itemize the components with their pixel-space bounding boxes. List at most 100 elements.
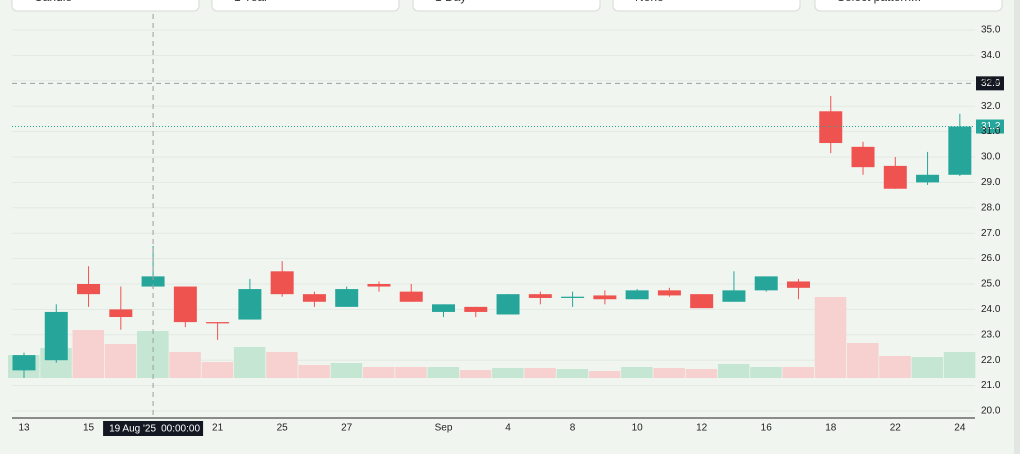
price-label: 32.9: [981, 78, 1001, 89]
dropdown[interactable]: [612, 0, 801, 12]
volume-bar: [814, 297, 847, 378]
dropdown-label: 1 Year: [234, 0, 268, 4]
y-tick-label: 21.0: [981, 380, 1001, 391]
y-tick-label: 34.0: [981, 50, 1001, 61]
candle-body: [432, 304, 456, 312]
y-tick-label: 31.0: [981, 126, 1001, 137]
candle-body: [464, 306, 488, 312]
x-tick-label: 18: [825, 423, 837, 434]
volume-bar: [266, 352, 298, 378]
axes: 20.0 21.0 22.0 23.0 24.0 25.0 26.0 27.0 28.0 29.0…: [18, 25, 1000, 434]
volume-bar: [492, 368, 524, 378]
price-label: 31.2: [981, 121, 1001, 132]
candle-body: [270, 271, 294, 295]
candle-body: [786, 281, 810, 288]
x-tick-label: 13: [18, 423, 30, 434]
dropdown[interactable]: [11, 0, 200, 12]
y-tick-label: 30.0: [981, 152, 1001, 163]
scrollbar: [1014, 0, 1020, 454]
grid: [12, 29, 975, 412]
candle-body: [528, 294, 552, 298]
volume-bar: [427, 367, 460, 378]
x-tick-label: 24: [954, 423, 966, 434]
x-tick-label: 15: [83, 423, 95, 434]
volume-bar: [72, 330, 105, 378]
volume-bar: [879, 356, 911, 378]
candle-body: [173, 286, 197, 323]
candle-body: [399, 291, 423, 302]
dropdown-label: None: [635, 0, 664, 4]
crosshair-time: 00:00:00: [161, 424, 200, 435]
y-tick-label: 33.0: [981, 75, 1001, 86]
volume-bar: [943, 352, 976, 378]
dropdown[interactable]: [814, 0, 1003, 12]
candle-body: [141, 276, 165, 287]
x-tick-label: 21: [212, 423, 224, 434]
candle-body: [916, 174, 940, 183]
candle-body: [44, 311, 68, 361]
candle-body: [302, 294, 326, 302]
candle-body: [948, 126, 972, 175]
y-tick-label: 29.0: [981, 177, 1001, 188]
volume-bar: [169, 352, 201, 378]
volume-bar: [201, 362, 234, 378]
x-tick-label: 12: [696, 423, 708, 434]
crosshair-date: 19 Aug '25: [109, 424, 156, 435]
candle-body: [496, 294, 520, 315]
candle-body: [238, 289, 262, 320]
volume-bar: [556, 369, 589, 378]
y-tick-label: 22.0: [981, 355, 1001, 366]
volume-bar: [104, 344, 137, 378]
volume-bar: [653, 368, 685, 378]
dropdown-label: 1 Day: [435, 0, 466, 4]
candle-body: [12, 355, 36, 371]
candle-body: [77, 284, 101, 295]
volume-bar: [750, 367, 782, 378]
candle-body: [593, 295, 617, 300]
candle-body: [335, 289, 359, 307]
volume-bar: [459, 370, 492, 378]
y-tick-label: 27.0: [981, 228, 1001, 239]
candles: [12, 96, 972, 378]
x-tick-label: 27: [341, 423, 353, 434]
volume-bar: [717, 364, 750, 378]
y-tick-label: 25.0: [981, 279, 1001, 290]
candle-body: [722, 290, 746, 302]
volume-bar: [782, 367, 814, 378]
y-tick-label: 23.0: [981, 329, 1001, 340]
y-tick-label: 26.0: [981, 253, 1001, 264]
y-tick-label: 35.0: [981, 25, 1001, 36]
x-tick-label: 10: [632, 423, 644, 434]
volume-bar: [233, 347, 266, 378]
candle-body: [206, 322, 230, 324]
overlay: 32.9 31.2 19 Aug '25 00:00:00: [12, 14, 1004, 436]
dropdown[interactable]: [412, 0, 601, 12]
volume-bar: [847, 343, 879, 378]
dropdown-label: Select pattern...: [837, 0, 921, 4]
x-tick-label: 4: [505, 423, 511, 434]
x-tick-label: 8: [570, 423, 576, 434]
toolbar: Candle 1 Year 1 Day None Select pattern...: [11, 0, 1003, 12]
y-tick-label: 28.0: [981, 202, 1001, 213]
candle-body: [883, 165, 907, 189]
price-label-bg: [976, 119, 1004, 134]
candle-body: [657, 290, 681, 296]
volume-bar: [395, 367, 427, 378]
candle-body: [754, 276, 778, 291]
volume-bar: [588, 371, 621, 378]
x-tick-label: 22: [890, 423, 902, 434]
candle-body: [851, 146, 875, 168]
volume-bar: [524, 368, 556, 378]
candle-body: [625, 290, 649, 300]
candle-body: [561, 296, 585, 298]
x-tick-label: Sep: [435, 423, 453, 434]
dropdown[interactable]: [211, 0, 400, 12]
price-label-bg: [976, 76, 1004, 91]
volume-bar: [362, 367, 395, 378]
y-tick-label: 20.0: [981, 406, 1001, 417]
candle-body: [109, 309, 133, 318]
volume-bar: [298, 365, 330, 378]
dropdown-label: Candle: [34, 0, 72, 4]
